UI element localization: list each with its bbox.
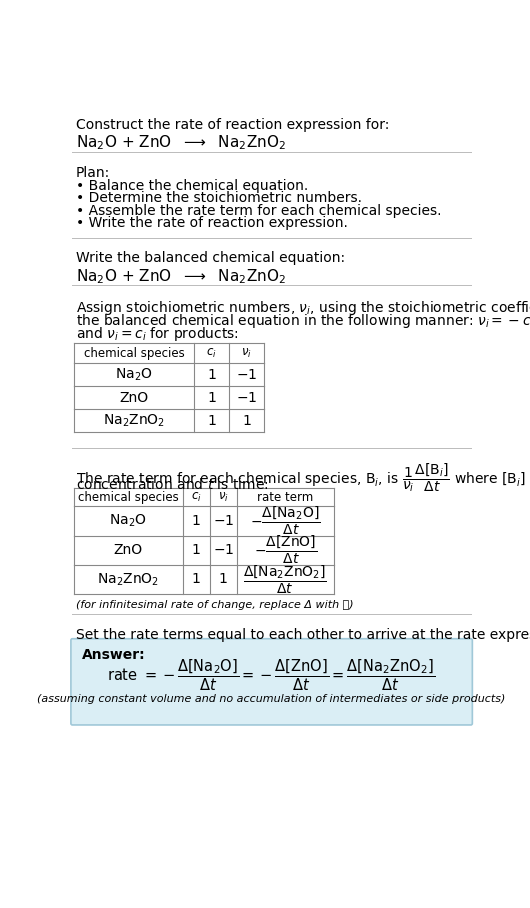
Text: ZnO: ZnO [119,390,148,405]
Text: rate term: rate term [257,490,313,504]
Text: $-1$: $-1$ [213,543,234,558]
FancyBboxPatch shape [71,638,472,725]
Text: $-\dfrac{\Delta[\mathrm{Na_2O}]}{\Delta t}$: $-\dfrac{\Delta[\mathrm{Na_2O}]}{\Delta … [250,505,321,537]
Text: $-1$: $-1$ [213,514,234,528]
Text: Na$_2$O + ZnO  $\longrightarrow$  Na$_2$ZnO$_2$: Na$_2$O + ZnO $\longrightarrow$ Na$_2$Zn… [76,133,286,153]
Text: rate $= -\dfrac{\Delta[\mathrm{Na_2O}]}{\Delta t} = -\dfrac{\Delta[\mathrm{ZnO}]: rate $= -\dfrac{\Delta[\mathrm{Na_2O}]}{… [108,658,436,694]
Text: 1: 1 [207,390,216,405]
Text: Na$_2$O: Na$_2$O [109,513,147,529]
Text: 1: 1 [207,368,216,381]
Text: concentration and $t$ is time:: concentration and $t$ is time: [76,477,268,492]
Text: Construct the rate of reaction expression for:: Construct the rate of reaction expressio… [76,118,389,133]
Text: $1$: $1$ [242,414,251,428]
Text: Write the balanced chemical equation:: Write the balanced chemical equation: [76,252,344,265]
Text: 1: 1 [207,414,216,428]
Text: $-1$: $-1$ [236,368,257,381]
Text: chemical species: chemical species [78,490,179,504]
Text: Na$_2$ZnO$_2$: Na$_2$ZnO$_2$ [103,412,165,429]
Text: Answer:: Answer: [82,648,145,662]
Text: • Assemble the rate term for each chemical species.: • Assemble the rate term for each chemic… [76,203,441,218]
Text: (for infinitesimal rate of change, replace Δ with 𝓕): (for infinitesimal rate of change, repla… [76,600,353,610]
Text: 1: 1 [192,514,200,528]
Text: • Write the rate of reaction expression.: • Write the rate of reaction expression. [76,216,348,230]
Text: chemical species: chemical species [84,347,184,360]
Text: $1$: $1$ [218,572,228,587]
Text: Na$_2$ZnO$_2$: Na$_2$ZnO$_2$ [97,571,160,587]
Text: Na$_2$O + ZnO  $\longrightarrow$  Na$_2$ZnO$_2$: Na$_2$O + ZnO $\longrightarrow$ Na$_2$Zn… [76,267,286,285]
Text: The rate term for each chemical species, B$_i$, is $\dfrac{1}{\nu_i}\dfrac{\Delt: The rate term for each chemical species,… [76,461,530,494]
Text: Set the rate terms equal to each other to arrive at the rate expression:: Set the rate terms equal to each other t… [76,628,530,642]
Text: $c_i$: $c_i$ [191,490,201,504]
Text: ZnO: ZnO [114,543,143,558]
Text: $\nu_i$: $\nu_i$ [241,347,252,360]
Text: • Determine the stoichiometric numbers.: • Determine the stoichiometric numbers. [76,192,361,205]
Text: $\nu_i$: $\nu_i$ [218,490,228,504]
Text: 1: 1 [192,572,200,587]
Text: Plan:: Plan: [76,166,110,180]
Text: $-1$: $-1$ [236,390,257,405]
Text: $\dfrac{\Delta[\mathrm{Na_2ZnO_2}]}{\Delta t}$: $\dfrac{\Delta[\mathrm{Na_2ZnO_2}]}{\Del… [243,563,327,596]
Text: and $\nu_i = c_i$ for products:: and $\nu_i = c_i$ for products: [76,325,239,343]
Text: • Balance the chemical equation.: • Balance the chemical equation. [76,179,308,193]
Text: (assuming constant volume and no accumulation of intermediates or side products): (assuming constant volume and no accumul… [38,694,506,704]
Text: Assign stoichiometric numbers, $\nu_i$, using the stoichiometric coefficients, $: Assign stoichiometric numbers, $\nu_i$, … [76,299,530,317]
Text: $-\dfrac{\Delta[\mathrm{ZnO}]}{\Delta t}$: $-\dfrac{\Delta[\mathrm{ZnO}]}{\Delta t}… [254,534,317,567]
Text: 1: 1 [192,543,200,558]
Text: $c_i$: $c_i$ [206,347,217,360]
Text: Na$_2$O: Na$_2$O [115,367,153,383]
Text: the balanced chemical equation in the following manner: $\nu_i = -c_i$ for react: the balanced chemical equation in the fo… [76,312,530,331]
